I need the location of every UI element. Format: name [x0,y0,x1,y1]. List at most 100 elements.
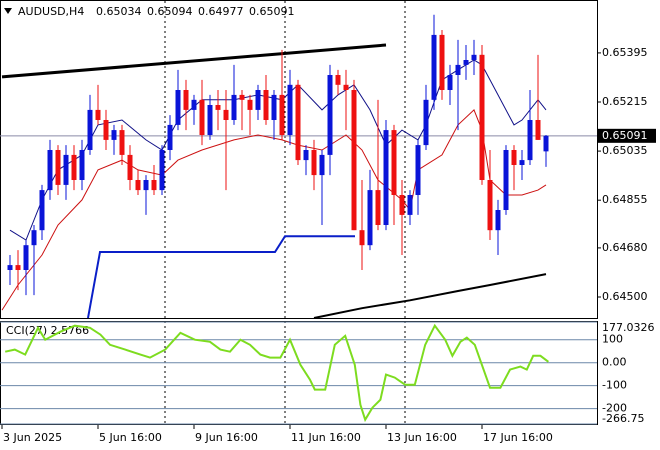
indicator-line [1,43,387,79]
candle-body [431,34,437,100]
candle-body [183,90,189,110]
candle-body [255,90,261,110]
candle-body [543,135,549,152]
candle-body [535,120,541,140]
y-tick-label: 0.64500 [602,290,648,303]
candle-body [119,130,125,155]
x-tick-label: 17 Jun 16:00 [483,431,553,444]
candle-body [7,265,13,270]
cci-tick-label: -200 [602,402,627,415]
y-tick-label: 0.65035 [602,144,648,157]
candle-body [223,109,229,120]
candle-body [303,150,309,161]
candle-body [343,84,349,90]
candle-body [71,154,77,180]
candle-body [287,84,293,135]
candle-body [31,230,37,246]
candle-body [87,109,93,150]
candle-body [231,94,237,120]
candle-body [399,195,405,215]
indicator-line [87,235,355,319]
cci-tick-label: 100 [602,333,623,346]
candle-body [39,190,45,231]
candle-body [143,180,149,191]
candle-body [319,154,325,176]
candle-body [407,195,413,215]
candle-body [63,154,69,185]
current-price-box [598,128,656,143]
candle-body [279,94,285,135]
symbol: AUDUSD,H4 [18,5,84,18]
candle-body [247,99,253,110]
candle-body [191,99,197,110]
candle-body [239,94,245,100]
candle-body [511,150,517,165]
cci-line [4,323,550,423]
candle-body [383,130,389,225]
candle-body [127,154,133,180]
candle-body [503,150,509,210]
candle-body [207,105,213,135]
price-panel [0,0,598,319]
candle-body [271,94,277,120]
y-tick-label: 0.65215 [602,95,648,108]
candle-body [263,90,269,120]
close-value: 0.65091 [249,5,295,18]
cci-tick-label: -100 [602,379,627,392]
candle-body [423,99,429,146]
candle-body [215,105,221,110]
candle-body [47,150,53,191]
candle-body [295,84,301,161]
candle-body [471,54,477,60]
x-tick-label: 11 Jun 16:00 [291,431,361,444]
cci-label: CCI(27) 2.5766 [6,324,89,337]
candle-body [359,230,365,246]
current-price-label: 0.65091 [602,129,648,142]
high-value: 0.65094 [147,5,193,18]
candle-body [167,124,173,150]
candle-body [439,34,445,90]
open-value: 0.65034 [96,5,142,18]
x-tick-label: 13 Jun 16:00 [387,431,457,444]
candle-body [487,180,493,231]
candle-body [447,75,453,90]
candle-body [367,190,373,246]
indicator-line [313,273,547,319]
candle-body [79,150,85,180]
candle-body [527,120,533,161]
x-tick-label: 5 Jun 16:00 [99,431,162,444]
y-tick-label: 0.64680 [602,241,648,254]
candle-body [111,130,117,140]
cci-tick-label: 0.00 [602,356,627,369]
candle-body [479,54,485,181]
candle-body [159,150,165,191]
candle-body [391,130,397,195]
x-tick-label: 3 Jun 2025 [3,431,62,444]
candle-body [495,210,501,231]
candle-body [519,160,525,165]
candle-body [15,265,21,270]
candle-body [23,245,29,270]
candle-body [175,90,181,125]
candle-body [335,75,341,85]
cci-tick-label: -266.75 [602,412,644,425]
y-tick-label: 0.64855 [602,193,648,206]
candle-body [455,64,461,75]
candle-body [103,120,109,140]
y-tick-label: 0.65395 [602,46,648,59]
candle-body [415,145,421,195]
candle-body [463,60,469,65]
candle-body [375,190,381,225]
candle-body [311,150,317,176]
candle-body [55,150,61,185]
candle-body [351,90,357,231]
candle-body [151,180,157,191]
candle-body [135,180,141,191]
menu-arrow [4,8,12,14]
x-tick-label: 9 Jun 16:00 [195,431,258,444]
candle-body [199,99,205,135]
low-value: 0.64977 [198,5,244,18]
candle-body [95,109,101,120]
